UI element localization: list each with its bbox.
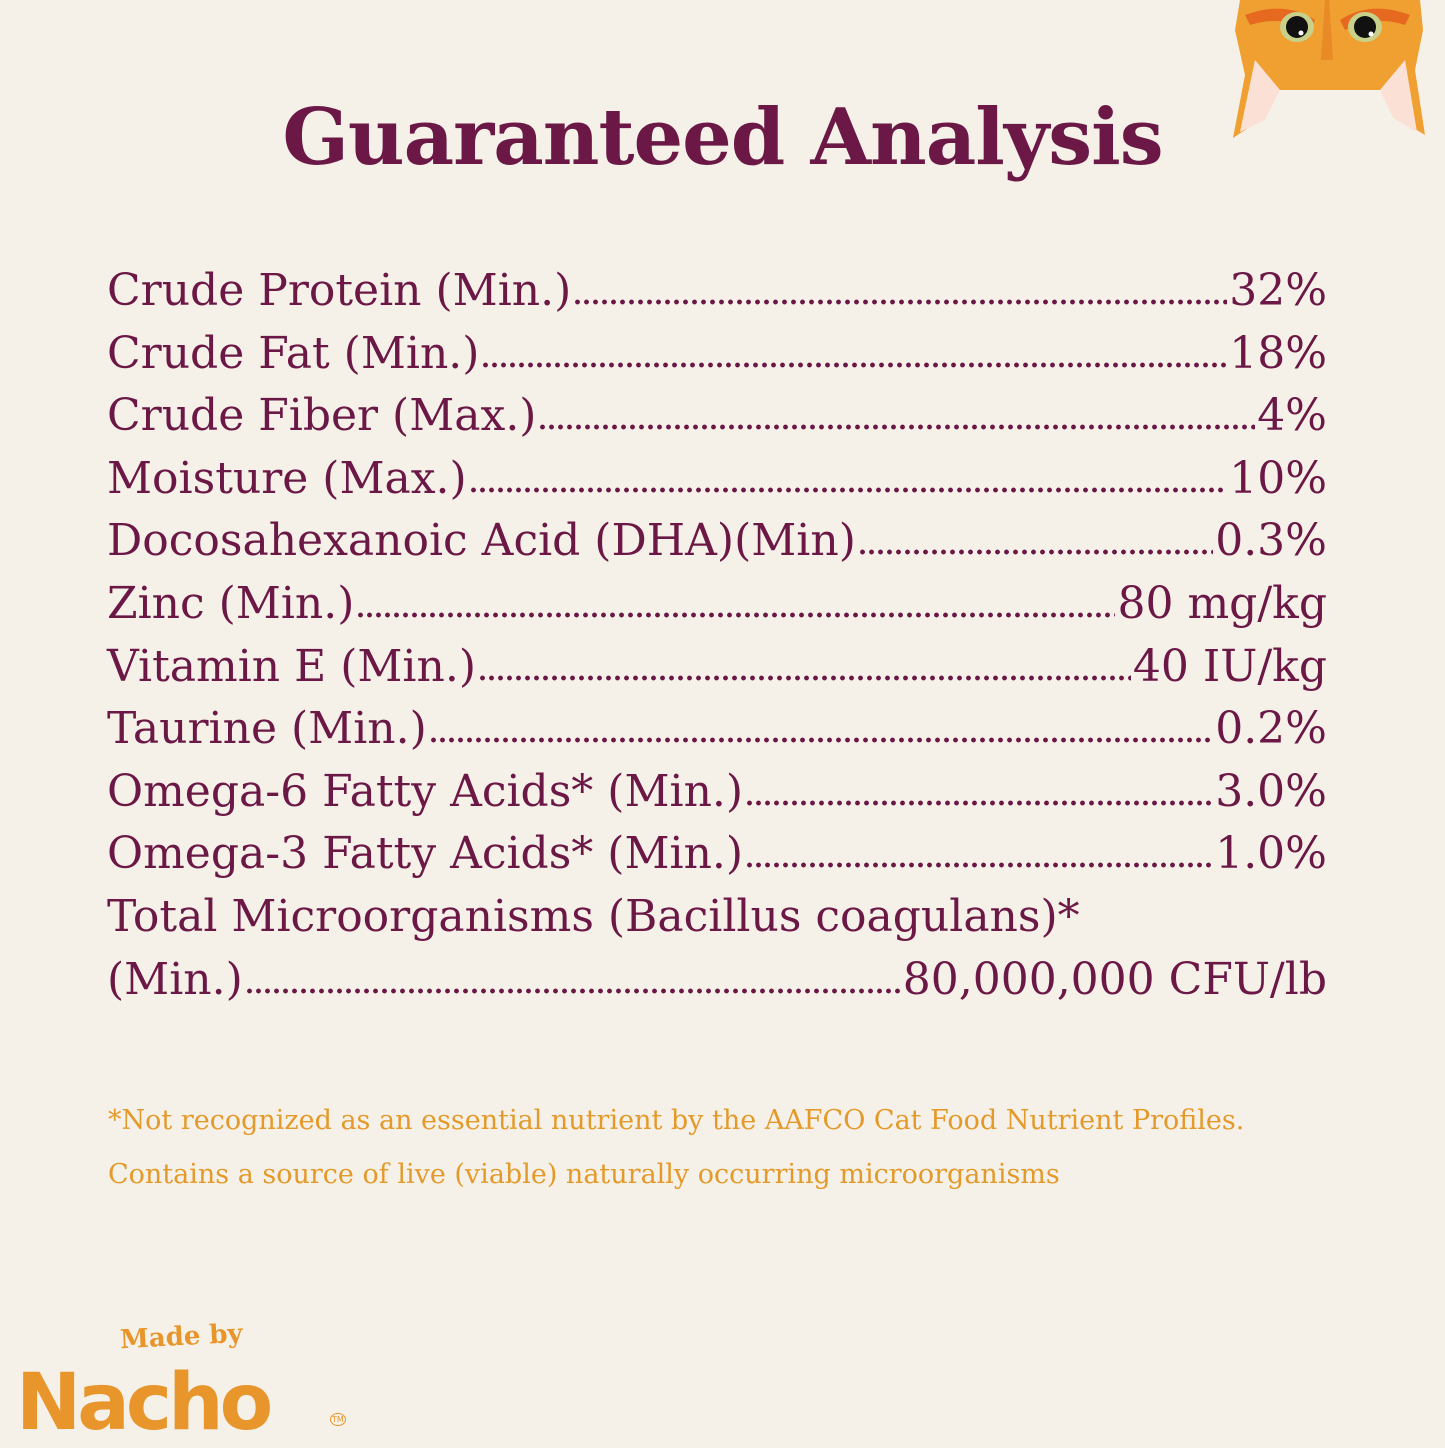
nutrient-value: 0.2%	[1215, 703, 1327, 755]
nutrient-value: 80 mg/kg	[1117, 577, 1327, 629]
analysis-row: Vitamin E (Min.) 40 IU/kg	[107, 641, 1327, 704]
brand-logo: Nacho	[16, 1358, 273, 1448]
nutrient-label: Zinc (Min.)	[107, 577, 355, 629]
nutrient-value: 18%	[1229, 327, 1327, 379]
footnote-microorganisms: Contains a source of live (viable) natur…	[108, 1159, 1060, 1190]
analysis-row: Crude Protein (Min.) 32%	[107, 265, 1327, 328]
made-by-label: Made by	[119, 1318, 244, 1356]
nutrient-label: Moisture (Max.)	[107, 452, 467, 504]
dot-leader	[428, 737, 1214, 744]
nutrient-value: 40 IU/kg	[1132, 640, 1327, 692]
nutrient-label: (Min.)	[107, 953, 243, 1005]
dot-leader	[538, 424, 1256, 431]
analysis-row: Omega-3 Fatty Acids* (Min.) 1.0%	[107, 828, 1327, 891]
nutrient-value: 80,000,000 CFU/lb	[902, 953, 1327, 1005]
analysis-row: (Min.) 80,000,000 CFU/lb	[107, 954, 1327, 1017]
nutrient-label: Docosahexanoic Acid (DHA)(Min)	[107, 515, 856, 567]
nutrient-label: Taurine (Min.)	[107, 703, 427, 755]
dot-leader	[745, 862, 1214, 869]
dot-leader	[857, 549, 1214, 556]
dot-leader	[244, 987, 901, 994]
nutrient-value: 4%	[1257, 390, 1327, 442]
analysis-row: Docosahexanoic Acid (DHA)(Min) 0.3%	[107, 515, 1327, 578]
cat-illustration-icon	[1233, 0, 1425, 138]
dot-leader	[468, 486, 1228, 493]
nutrient-value: 32%	[1229, 265, 1327, 316]
dot-leader	[745, 799, 1214, 806]
nutrient-value: 0.3%	[1215, 515, 1327, 567]
analysis-row: Crude Fat (Min.) 18%	[107, 328, 1327, 391]
analysis-row-label-line: Total Microorganisms (Bacillus coagulans…	[107, 891, 1327, 954]
nutrient-value: 1.0%	[1215, 828, 1327, 880]
analysis-row: Zinc (Min.) 80 mg/kg	[107, 578, 1327, 641]
dot-leader	[481, 361, 1228, 368]
analysis-row: Crude Fiber (Max.) 4%	[107, 390, 1327, 453]
nutrient-label: Total Microorganisms (Bacillus coagulans…	[107, 890, 1080, 942]
nutrient-label: Crude Fat (Min.)	[107, 327, 480, 379]
nutrient-value: 10%	[1229, 452, 1327, 504]
dot-leader	[478, 674, 1131, 681]
nutrient-label: Omega-3 Fatty Acids* (Min.)	[107, 828, 744, 880]
analysis-row: Taurine (Min.) 0.2%	[107, 703, 1327, 766]
page-title: Guaranteed Analysis	[282, 92, 1163, 183]
analysis-row: Moisture (Max.) 10%	[107, 453, 1327, 516]
footnote-aafco: *Not recognized as an essential nutrient…	[108, 1105, 1245, 1136]
analysis-list: Crude Protein (Min.) 32% Crude Fat (Min.)…	[107, 265, 1327, 1016]
dot-leader	[356, 611, 1116, 618]
dot-leader	[573, 299, 1228, 305]
trademark-mark: TM	[330, 1413, 346, 1426]
analysis-row: Omega-6 Fatty Acids* (Min.) 3.0%	[107, 766, 1327, 829]
nutrient-value: 3.0%	[1215, 765, 1327, 817]
nutrient-label: Vitamin E (Min.)	[107, 640, 476, 692]
nutrient-label: Crude Fiber (Max.)	[107, 390, 537, 442]
nutrient-label: Crude Protein (Min.)	[107, 265, 572, 316]
nutrient-label: Omega-6 Fatty Acids* (Min.)	[107, 765, 744, 817]
